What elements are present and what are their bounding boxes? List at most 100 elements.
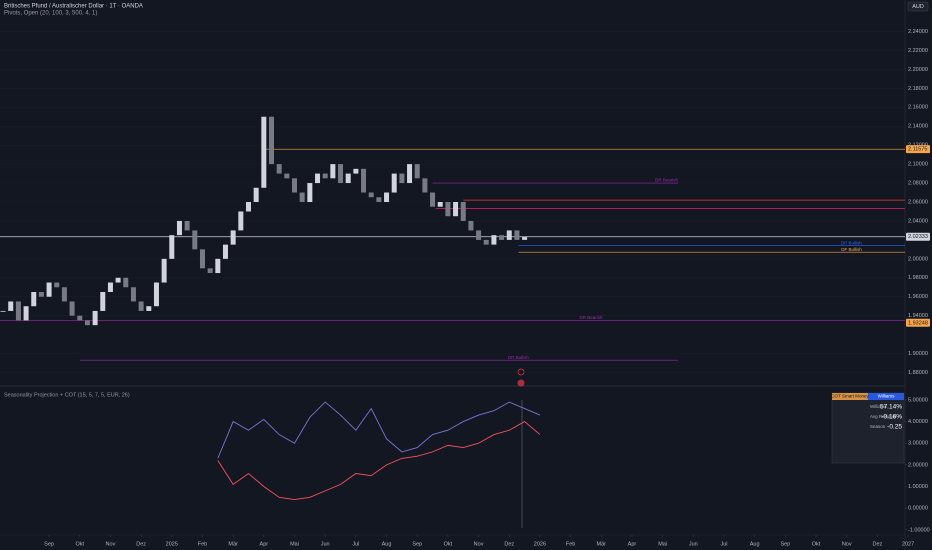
table-cell: -0.16% — [881, 414, 902, 421]
x-tick-label: Feb — [566, 541, 575, 547]
candle — [23, 306, 29, 321]
candle — [100, 292, 106, 311]
y-tick-label: 1.90000 — [908, 351, 928, 357]
level-label: DP Bullish — [841, 240, 862, 245]
x-tick-label: Dez — [872, 541, 882, 547]
table-header — [832, 393, 868, 400]
x-tick-label: Mär — [228, 541, 238, 547]
y-tick-label: 1.00000 — [908, 484, 928, 490]
x-tick-label: Aug — [750, 541, 760, 547]
candle — [345, 173, 351, 184]
y-tick-label: 1.98000 — [908, 275, 928, 281]
candle — [0, 310, 6, 312]
table-cell: Season — [870, 424, 886, 429]
x-tick-label: Nov — [474, 541, 484, 547]
y-tick-label: 3.00000 — [908, 441, 928, 447]
table-bg — [831, 392, 905, 464]
candle — [146, 306, 152, 311]
y-tick-label: 2.10000 — [908, 162, 928, 168]
candle — [84, 320, 90, 326]
indicator-label[interactable]: Pivots, Open (20, 100, 3, 500, 4, 1) — [4, 11, 97, 17]
x-tick-label: Sep — [780, 541, 790, 547]
candle — [138, 301, 144, 311]
candle — [353, 168, 359, 174]
x-tick-label: Dez — [504, 541, 514, 547]
x-tick-label: Feb — [198, 541, 207, 547]
currency-box[interactable] — [907, 1, 929, 12]
candle — [292, 178, 298, 193]
candle — [391, 173, 397, 193]
x-tick-label: Okt — [75, 541, 84, 547]
candle — [322, 173, 328, 179]
candle — [422, 178, 428, 193]
y-tick-label: 4.00000 — [908, 419, 928, 425]
x-tick-label: Okt — [812, 541, 821, 547]
candle — [38, 292, 44, 297]
y-tick-label: 2.04000 — [908, 218, 928, 224]
x-tick-label: Nov — [106, 541, 116, 547]
candle — [54, 282, 60, 288]
candle — [77, 315, 83, 321]
x-tick-label: Jun — [689, 541, 698, 547]
table-cell: -0.25 — [887, 424, 902, 431]
y-tick-label: 2.16000 — [908, 105, 928, 111]
price-tag — [906, 145, 930, 154]
candle — [468, 220, 474, 231]
x-tick-label: Mai — [658, 541, 667, 547]
series-line — [217, 401, 541, 459]
y-tick-label: 5.00000 — [908, 397, 928, 403]
lower-pane-title[interactable]: Seasonality Projection + COT (15, 5, 7, … — [4, 392, 130, 398]
candle — [222, 244, 228, 259]
x-tick-label: Apr — [260, 541, 269, 547]
candle — [414, 164, 420, 179]
currency-label[interactable]: AUD — [912, 4, 924, 10]
y-tick-label: 1.94000 — [908, 313, 928, 319]
x-tick-label: 2026 — [534, 541, 546, 547]
price-tag — [906, 232, 930, 241]
candle — [199, 249, 205, 269]
candle — [437, 202, 443, 207]
x-tick-label: Mai — [290, 541, 299, 547]
candle — [307, 183, 313, 202]
candle — [253, 187, 259, 202]
y-tick-label: 2.00000 — [908, 256, 928, 262]
event-icon[interactable] — [517, 379, 525, 387]
candle — [506, 230, 512, 240]
candle — [230, 230, 236, 245]
cot-table: COT Smart Money Williams Williams57.14%A… — [831, 392, 905, 464]
x-tick-label: Dez — [136, 541, 146, 547]
x-tick-label: Jul — [352, 541, 359, 547]
x-tick-label: Sep — [412, 541, 422, 547]
y-tick-label: 2.06000 — [908, 199, 928, 205]
candle — [261, 116, 267, 188]
price-tag — [906, 318, 930, 327]
y-tick-label: 0.00000 — [908, 506, 928, 512]
candle — [399, 173, 405, 184]
table-title: COT Smart Money — [831, 394, 869, 399]
candle — [499, 235, 505, 240]
y-tick-label: 1.96000 — [908, 294, 928, 300]
candle — [338, 164, 344, 184]
y-tick-label: 2.20000 — [908, 67, 928, 73]
candle — [483, 239, 489, 245]
x-tick-label: Aug — [382, 541, 392, 547]
candle — [123, 277, 129, 288]
y-tick-label: 2.18000 — [908, 86, 928, 92]
candle — [445, 202, 451, 217]
x-tick-label: Okt — [444, 541, 453, 547]
y-tick-label: 2.08000 — [908, 181, 928, 187]
y-tick-label: 2.22000 — [908, 48, 928, 54]
candle — [361, 168, 367, 193]
table-title: Williams — [878, 394, 895, 399]
candle — [130, 287, 136, 302]
candle — [184, 220, 190, 231]
event-icon[interactable] — [517, 368, 525, 376]
candle — [330, 164, 336, 179]
candle — [269, 116, 274, 165]
candle — [453, 202, 459, 217]
y-tick-label: 2.00000 — [908, 462, 928, 468]
candle — [92, 310, 98, 326]
candle — [176, 220, 182, 236]
price-tag-label: 2.02333 — [908, 234, 928, 240]
